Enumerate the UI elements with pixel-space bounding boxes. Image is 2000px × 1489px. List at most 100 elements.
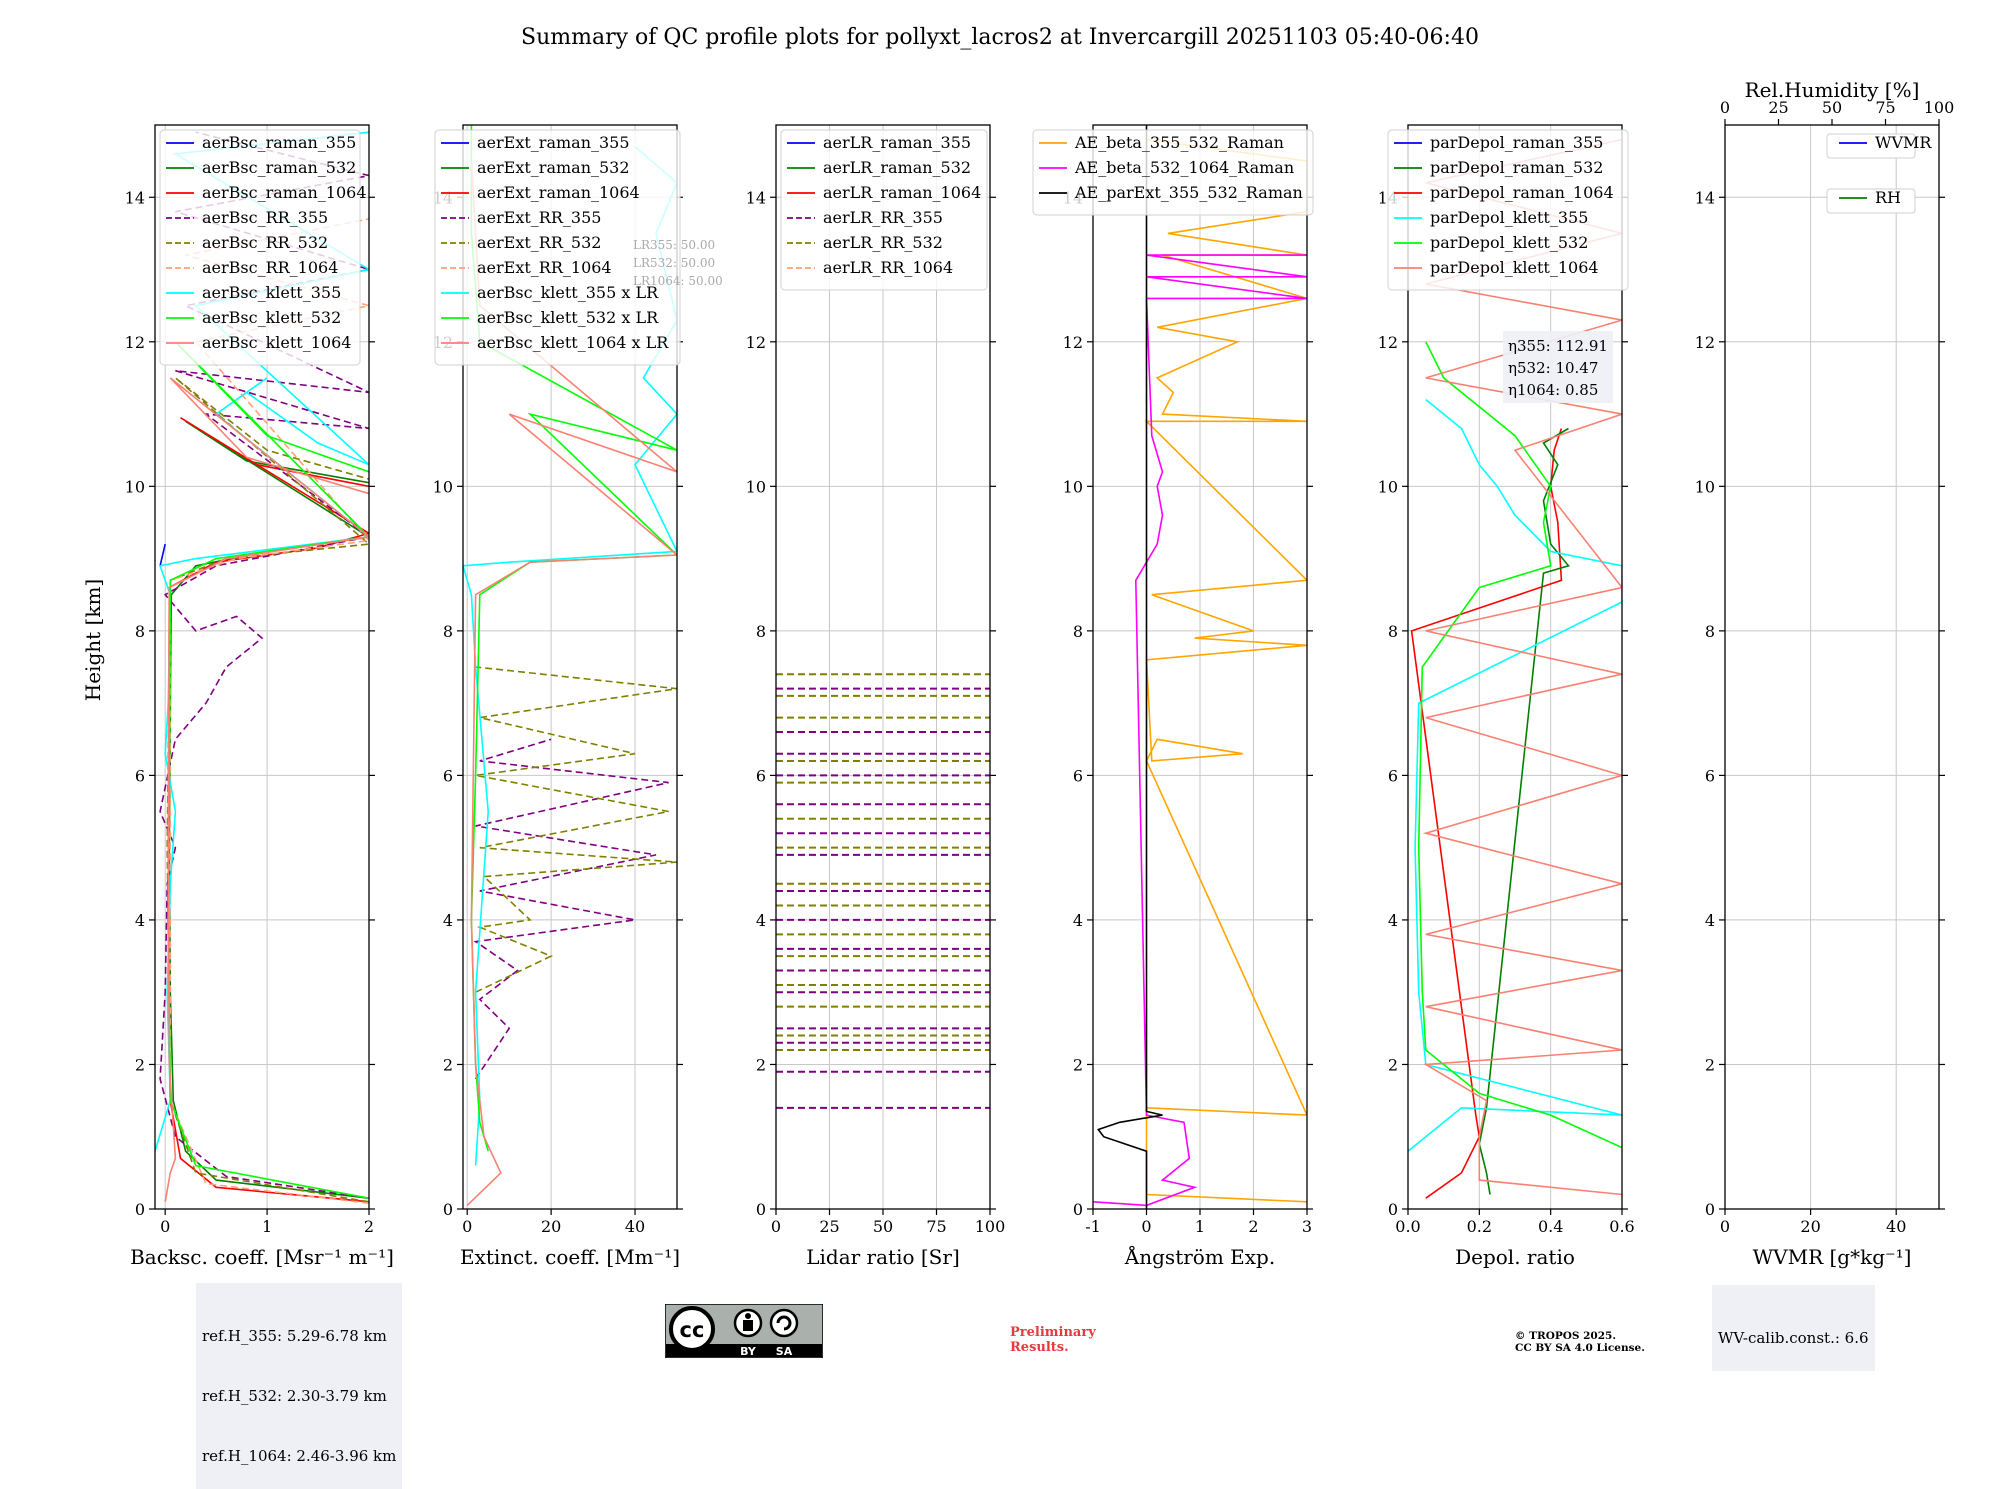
y-tick-label: 2 xyxy=(443,1055,453,1074)
y-tick-label: 0 xyxy=(1388,1200,1398,1219)
y-tick-label: 14 xyxy=(125,188,145,207)
legend-entry: WVMR xyxy=(1875,133,1932,152)
x-tick-label: 2 xyxy=(1248,1217,1258,1236)
legend-extinction: aerExt_raman_355 aerExt_raman_532 aerExt_r… xyxy=(434,129,681,366)
y-tick-label: 2 xyxy=(1073,1055,1083,1074)
y-tick-label: 10 xyxy=(746,477,766,496)
x-axis-label-backscatter: Backsc. coeff. [Msr⁻¹ m⁻¹] xyxy=(130,1245,394,1269)
y-tick-label: 0 xyxy=(135,1200,145,1219)
y-tick-label: 4 xyxy=(756,911,766,930)
top-x-axis-label: Rel.Humidity [%] xyxy=(1745,78,1920,102)
y-tick-label: 8 xyxy=(1705,622,1715,641)
preliminary-line-1: Preliminary xyxy=(1010,1325,1096,1340)
x-axis-label-wvmr: WVMR [g*kg⁻¹] xyxy=(1753,1245,1912,1269)
x-tick-label: 0 xyxy=(771,1217,781,1236)
y-tick-label: 8 xyxy=(1073,622,1083,641)
y-tick-label: 0 xyxy=(756,1200,766,1219)
x-tick-label: 25 xyxy=(819,1217,839,1236)
legend-entry: AE_parExt_355_532_Raman xyxy=(1074,183,1303,202)
lidar-ratio-label: LR355: 50.00 xyxy=(633,238,715,252)
legend-entry: aerBsc_raman_532 xyxy=(202,158,356,177)
x-tick-label: 3 xyxy=(1302,1217,1312,1236)
y-tick-label: 6 xyxy=(1073,766,1083,785)
x-tick-label: 20 xyxy=(1800,1217,1820,1236)
x-tick-label: 1 xyxy=(1195,1217,1205,1236)
legend-entry: aerLR_RR_532 xyxy=(823,233,943,252)
sa-icon xyxy=(769,1308,799,1338)
series-line-parDepol_raman_532 xyxy=(1478,427,1570,1195)
ref-height-1064: ref.H_1064: 2.46-3.96 km xyxy=(202,1447,397,1465)
copyright-line-1: © TROPOS 2025. xyxy=(1515,1330,1617,1342)
legend-entry: aerBsc_klett_355 x LR xyxy=(477,283,659,302)
legend-entry: aerExt_raman_355 xyxy=(477,133,630,152)
y-tick-label: 4 xyxy=(135,911,145,930)
legend-entry: parDepol_klett_1064 xyxy=(1430,258,1599,277)
legend-entry: parDepol_raman_355 xyxy=(1430,133,1603,152)
eta-label: η1064: 0.85 xyxy=(1508,381,1598,399)
x-tick-label: 0 xyxy=(1720,1217,1730,1236)
legend-box xyxy=(1387,129,1629,291)
y-tick-label: 12 xyxy=(125,333,145,352)
y-tick-label: 8 xyxy=(756,622,766,641)
y-tick-label: 4 xyxy=(1705,911,1715,930)
series-line-parDepol_klett_355 xyxy=(1408,398,1622,1152)
y-tick-label: 2 xyxy=(756,1055,766,1074)
series-line-aerBsc_RR_355 xyxy=(159,131,369,1199)
x-axis-label-angstrom: Ångström Exp. xyxy=(1124,1244,1275,1269)
lidar-ratio-label: LR1064: 50.00 xyxy=(633,274,723,288)
series-line-aerBsc_klett_1064 xyxy=(164,377,369,1202)
legend-angstrom: AE_beta_355_532_Raman AE_beta_532_1064_Ra… xyxy=(1032,129,1314,216)
x-axis-label-depol: Depol. ratio xyxy=(1455,1245,1575,1269)
legend-entry: aerBsc_klett_1064 xyxy=(202,333,351,352)
series-line-parDepol_klett_1064 xyxy=(1422,138,1622,1196)
y-tick-label: 6 xyxy=(1705,766,1715,785)
legend-entry: AE_beta_355_532_Raman xyxy=(1074,133,1284,152)
series-line-aerBsc_RR_532 xyxy=(166,377,369,1203)
y-tick-label: 10 xyxy=(1378,477,1398,496)
y-tick-label: 12 xyxy=(1695,333,1715,352)
y-tick-label: 14 xyxy=(1695,188,1715,207)
x-axis-label-lidar_ratio: Lidar ratio [Sr] xyxy=(806,1245,960,1269)
legend-entry: aerBsc_klett_355 xyxy=(202,283,341,302)
y-tick-label: 2 xyxy=(1388,1055,1398,1074)
legend-backscatter: aerBsc_raman_355 aerBsc_raman_532 aerBsc_r… xyxy=(159,129,367,366)
series-line-parDepol_klett_532 xyxy=(1417,341,1622,1149)
y-tick-label: 10 xyxy=(433,477,453,496)
axes-frame xyxy=(1407,124,1623,1210)
y-tick-label: 4 xyxy=(1073,911,1083,930)
legend-entry: aerBsc_klett_532 x LR xyxy=(477,308,659,327)
y-tick-label: 10 xyxy=(1063,477,1083,496)
legend-entry: aerExt_RR_1064 xyxy=(477,258,612,277)
figure-title: Summary of QC profile plots for pollyxt_… xyxy=(521,25,1479,50)
legend-entry: parDepol_klett_532 xyxy=(1430,233,1588,252)
series-line-aerBsc_raman_355 xyxy=(159,543,166,566)
legend-entry: aerBsc_RR_532 xyxy=(202,233,328,252)
top-x-tick-label: 50 xyxy=(1822,98,1842,117)
preliminary-note: Preliminary Results. xyxy=(1010,1325,1096,1355)
y-tick-label: 10 xyxy=(1695,477,1715,496)
top-x-tick-label: 25 xyxy=(1768,98,1788,117)
y-tick-label: 8 xyxy=(135,622,145,641)
y-tick-label: 4 xyxy=(443,911,453,930)
y-axis-label: Height [km] xyxy=(81,579,105,701)
y-tick-label: 6 xyxy=(1388,766,1398,785)
top-x-tick-label: 100 xyxy=(1924,98,1955,117)
legend-entry: aerBsc_RR_355 xyxy=(202,208,328,227)
lidar-ratio-label: LR532: 50.00 xyxy=(633,256,715,270)
y-tick-label: 12 xyxy=(746,333,766,352)
y-tick-label: 4 xyxy=(1388,911,1398,930)
series-line-parDepol_raman_1064 xyxy=(1410,428,1563,1199)
x-axis-label-extinction: Extinct. coeff. [Mm⁻¹] xyxy=(460,1245,680,1269)
series-line-aerBsc_raman_532 xyxy=(168,420,369,1199)
legend-box xyxy=(780,129,988,291)
plot-area-depol xyxy=(1408,138,1622,1199)
x-tick-label: 100 xyxy=(975,1217,1006,1236)
wv-calibration-constant: WV-calib.const.: 6.6 xyxy=(1718,1329,1869,1347)
y-tick-label: 10 xyxy=(125,477,145,496)
top-x-tick-label: 75 xyxy=(1875,98,1895,117)
legend-entry: RH xyxy=(1875,188,1901,207)
legend-box xyxy=(434,129,681,366)
cc-label: cc xyxy=(680,1318,705,1342)
wv-calibration-box: WV-calib.const.: 6.6 xyxy=(1712,1285,1875,1371)
